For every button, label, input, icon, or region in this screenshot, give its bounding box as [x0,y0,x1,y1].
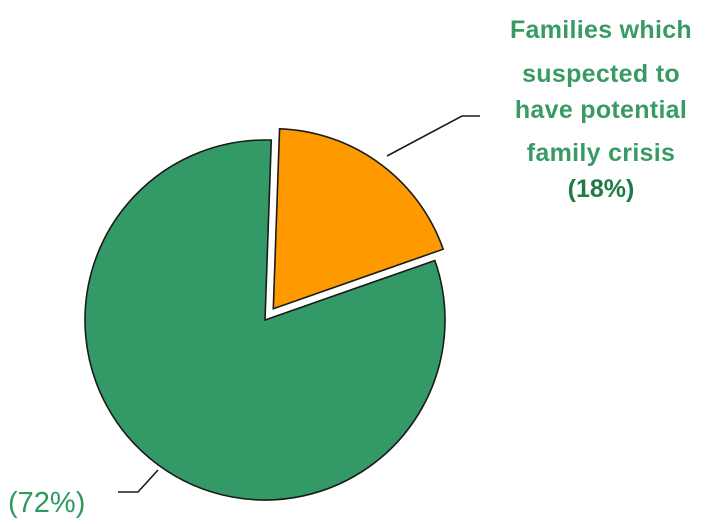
leader-lines [118,115,480,493]
crisis-label-line-4: family crisis [527,139,675,167]
slice-labels: Families which suspected to have potenti… [8,16,692,519]
pie-slices [84,128,446,501]
crisis-label-line-3: have potential [515,96,687,124]
crisis-label-line-1: Families which [510,16,692,44]
other-value-label: (72%) [8,487,85,519]
leader-line-crisis [386,115,480,157]
pie-slice-other [84,139,446,501]
crisis-value-label: (18%) [568,175,635,203]
leader-line-other [118,469,159,493]
crisis-label-line-2: suspected to [522,60,680,88]
pie-slice-crisis [272,128,445,310]
